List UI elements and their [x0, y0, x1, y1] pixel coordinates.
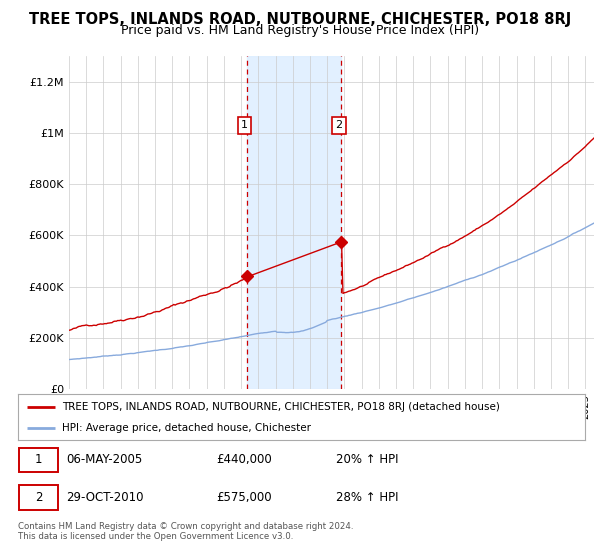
- Text: 1: 1: [241, 120, 248, 130]
- Text: TREE TOPS, INLANDS ROAD, NUTBOURNE, CHICHESTER, PO18 8RJ: TREE TOPS, INLANDS ROAD, NUTBOURNE, CHIC…: [29, 12, 571, 27]
- Text: Price paid vs. HM Land Registry's House Price Index (HPI): Price paid vs. HM Land Registry's House …: [121, 24, 479, 37]
- Text: HPI: Average price, detached house, Chichester: HPI: Average price, detached house, Chic…: [62, 423, 311, 433]
- Bar: [247, 56, 341, 389]
- Text: Contains HM Land Registry data © Crown copyright and database right 2024.
This d: Contains HM Land Registry data © Crown c…: [18, 522, 353, 542]
- Text: 06-MAY-2005: 06-MAY-2005: [66, 453, 142, 466]
- Text: 2: 2: [35, 491, 42, 504]
- Text: 20% ↑ HPI: 20% ↑ HPI: [335, 453, 398, 466]
- Text: 28% ↑ HPI: 28% ↑ HPI: [335, 491, 398, 504]
- Text: £440,000: £440,000: [217, 453, 272, 466]
- Text: 1: 1: [35, 453, 42, 466]
- FancyBboxPatch shape: [19, 447, 58, 472]
- Text: 2: 2: [335, 120, 343, 130]
- Text: £575,000: £575,000: [217, 491, 272, 504]
- Text: TREE TOPS, INLANDS ROAD, NUTBOURNE, CHICHESTER, PO18 8RJ (detached house): TREE TOPS, INLANDS ROAD, NUTBOURNE, CHIC…: [62, 402, 500, 412]
- FancyBboxPatch shape: [19, 486, 58, 510]
- Text: 29-OCT-2010: 29-OCT-2010: [66, 491, 143, 504]
